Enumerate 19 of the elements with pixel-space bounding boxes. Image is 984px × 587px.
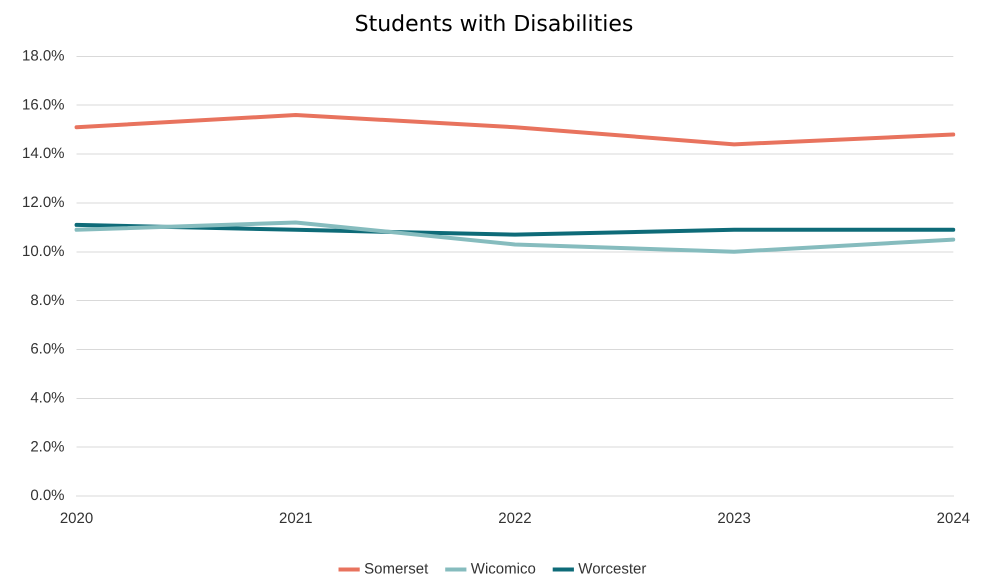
y-tick-label: 18.0% (22, 48, 65, 65)
x-tick-label: 2023 (717, 510, 751, 528)
legend-label: Somerset (364, 560, 430, 578)
y-tick-label: 2.0% (30, 438, 65, 456)
legend-label: Worcester (578, 560, 646, 578)
y-tick-label: 6.0% (30, 340, 65, 358)
y-tick-label: 8.0% (30, 292, 65, 309)
chart-title: Students with Disabilities (354, 12, 634, 37)
x-tick-label: 2024 (936, 510, 970, 528)
y-tick-label: 0.0% (30, 487, 65, 504)
y-tick-label: 16.0% (22, 96, 65, 114)
y-tick-label: 14.0% (22, 145, 65, 162)
y-tick-label: 4.0% (30, 389, 65, 406)
x-tick-label: 2020 (60, 510, 94, 528)
y-tick-label: 12.0% (22, 194, 65, 212)
y-tick-label: 10.0% (22, 242, 65, 260)
legend-label: Wicomico (470, 560, 536, 578)
x-tick-label: 2022 (498, 510, 532, 528)
x-tick-label: 2021 (279, 510, 312, 528)
